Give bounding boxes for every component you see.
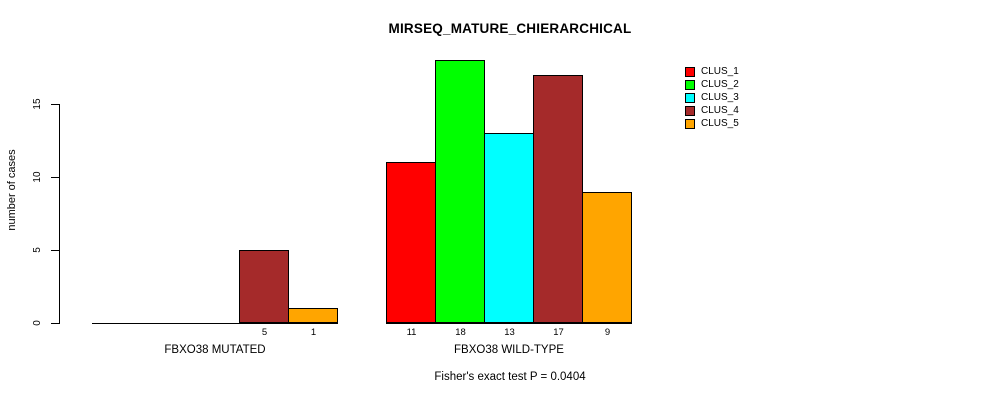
y-tick-label: 10: [32, 171, 43, 183]
y-axis-line: [59, 104, 60, 324]
legend-label-clus_1: CLUS_1: [701, 66, 739, 77]
y-tick-label: 15: [32, 98, 43, 110]
y-tick-label: 5: [32, 247, 43, 253]
legend-label-clus_4: CLUS_4: [701, 105, 739, 116]
legend-swatch-clus_4: [685, 106, 695, 116]
chart-title: MIRSEQ_MATURE_CHIERARCHICAL: [388, 21, 632, 36]
bar-clus_3-group2: [484, 133, 534, 323]
x-category-label-wild-type: FBXO38 WILD-TYPE: [454, 344, 564, 356]
y-tick-mark: [51, 323, 59, 324]
bar-clus_4-group1: [239, 250, 289, 323]
y-tick-mark: [51, 104, 59, 105]
y-tick-mark: [51, 177, 59, 178]
bar-clus_2-group2: [435, 60, 485, 323]
legend-label-clus_5: CLUS_5: [701, 118, 739, 129]
legend-swatch-clus_2: [685, 80, 695, 90]
bar-value-label: 9: [604, 327, 611, 338]
bar-clus_5-group2: [582, 192, 632, 323]
bar-clus_1-group2: [386, 162, 436, 323]
x-category-label-mutated: FBXO38 MUTATED: [164, 344, 266, 356]
legend-swatch-clus_5: [685, 119, 695, 129]
legend-label-clus_2: CLUS_2: [701, 79, 739, 90]
y-tick-label: 0: [32, 320, 43, 326]
legend-swatch-clus_1: [685, 67, 695, 77]
bar-value-label: 18: [455, 327, 466, 338]
bar-value-label: 13: [504, 327, 515, 338]
bar-value-label: 11: [406, 327, 417, 338]
bar-clus_5-group1: [288, 308, 338, 323]
legend-label-clus_3: CLUS_3: [701, 92, 739, 103]
bar-value-label: 17: [553, 327, 564, 338]
y-tick-mark: [51, 250, 59, 251]
group-baseline: [386, 323, 632, 324]
group-baseline: [92, 323, 338, 324]
fisher-test-annotation: Fisher's exact test P = 0.0404: [434, 371, 586, 383]
legend-swatch-clus_3: [685, 93, 695, 103]
bar-value-label: 5: [261, 327, 268, 338]
bar-clus_4-group2: [533, 75, 583, 323]
bar-value-label: 1: [310, 327, 317, 338]
y-axis-title: number of cases: [6, 149, 18, 231]
